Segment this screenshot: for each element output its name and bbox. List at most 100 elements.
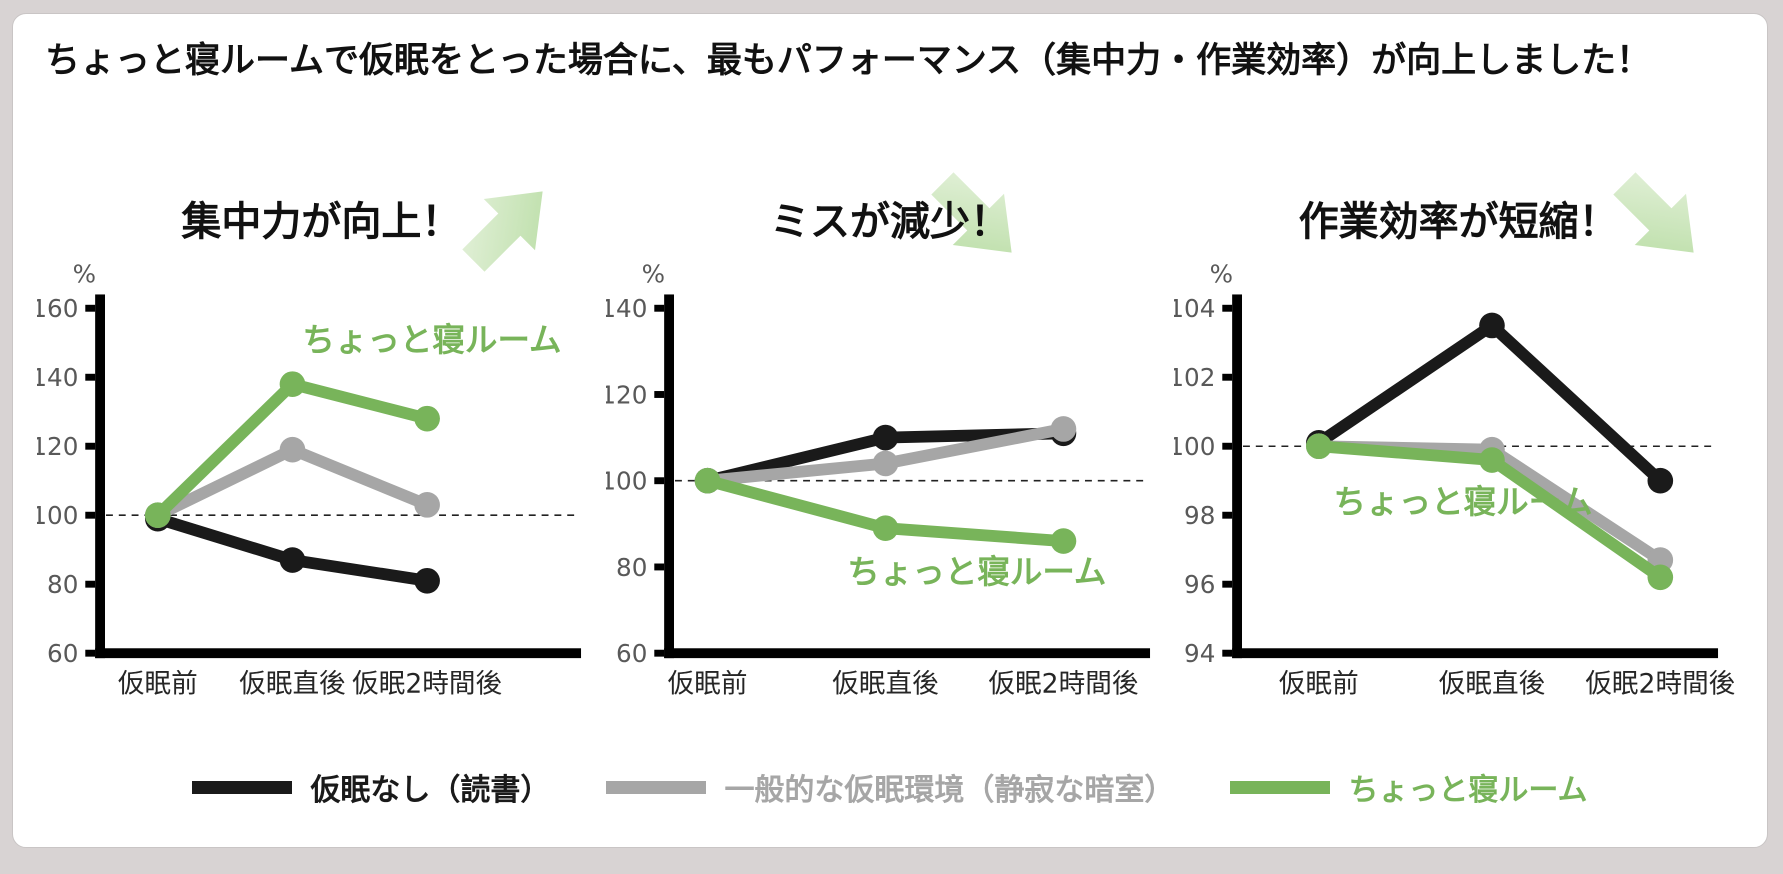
y-tick-label: 120 <box>606 380 647 409</box>
legend-swatch <box>606 780 707 794</box>
chart-title: ミスが減少！ <box>770 199 1010 245</box>
slide-card: ちょっと寝ルームで仮眠をとった場合に、最もパフォーマンス（集中力・作業効率）が向… <box>12 13 1768 848</box>
y-tick-label: 96 <box>1184 570 1215 599</box>
series-dot <box>144 502 171 529</box>
x-category-label: 仮眠2時間後 <box>1586 669 1736 700</box>
chart-header: ミスが減少！ <box>606 172 1175 257</box>
series-dot <box>414 567 440 594</box>
series-dot <box>694 467 721 494</box>
trend-arrow-icon <box>930 172 1012 253</box>
series-dot <box>279 547 306 573</box>
series-dot <box>872 450 898 477</box>
y-tick-label: 60 <box>47 639 78 668</box>
legend-label: 一般的な仮眠環境（静寂な暗室） <box>724 773 1175 809</box>
y-tick-label: 80 <box>47 570 78 599</box>
y-axis-tick <box>85 511 96 519</box>
y-tick-label: 100 <box>1174 432 1215 461</box>
series-dot <box>1479 447 1506 473</box>
x-category-label: 仮眠2時間後 <box>352 669 502 700</box>
y-tick-label: 60 <box>616 639 647 668</box>
y-axis-tick <box>1222 442 1233 450</box>
y-axis <box>663 294 674 659</box>
x-category-label: 仮眠前 <box>1279 669 1359 700</box>
legend: 仮眠なし（読書） 一般的な仮眠環境（静寂な暗室） ちょっと寝ルーム <box>37 765 1743 809</box>
legend-label: ちょっと寝ルーム <box>1348 773 1588 809</box>
y-axis-tick <box>653 649 664 657</box>
y-tick-label: 80 <box>616 553 647 582</box>
y-axis <box>95 294 106 659</box>
y-axis-tick <box>1222 511 1233 519</box>
series-dot <box>872 515 898 541</box>
trend-arrow-icon <box>462 191 543 272</box>
legend-swatch <box>192 780 293 794</box>
y-axis-tick <box>653 477 664 485</box>
y-tick-label: 98 <box>1184 501 1215 530</box>
y-axis-tick <box>85 304 96 312</box>
y-tick-label: 94 <box>1184 639 1215 668</box>
x-axis <box>663 648 1150 659</box>
y-axis-tick <box>85 580 96 588</box>
chart-title: 作業効率が短縮！ <box>1298 199 1619 245</box>
series-dot <box>872 424 898 451</box>
y-axis-tick <box>1222 304 1233 312</box>
x-category-label: 仮眠直後 <box>1439 669 1545 700</box>
y-tick-label: 102 <box>1174 363 1215 392</box>
x-axis <box>1232 648 1719 659</box>
y-axis-tick <box>653 563 664 571</box>
y-axis-tick <box>653 391 664 398</box>
y-tick-label: 120 <box>37 432 78 461</box>
unit-label: % <box>641 260 664 289</box>
legend-swatch <box>1230 780 1331 794</box>
chart-header: 作業効率が短縮！ <box>1174 172 1743 257</box>
y-axis-tick <box>85 373 96 381</box>
series-dot <box>1647 467 1674 494</box>
series-dot <box>279 371 306 397</box>
x-axis <box>95 648 582 659</box>
series-dot <box>414 405 440 432</box>
series-dot <box>414 492 440 518</box>
y-tick-label: 100 <box>37 501 78 530</box>
series-dot <box>1306 433 1332 460</box>
y-axis-tick <box>1222 373 1233 381</box>
unit-label: % <box>73 260 96 289</box>
series-dot <box>1050 528 1076 554</box>
chart-annotation: ちょっと寝ルーム <box>1334 483 1593 521</box>
page-title: ちょっと寝ルームで仮眠をとった場合に、最もパフォーマンス（集中力・作業効率）が向… <box>45 41 1652 81</box>
y-axis-tick <box>1222 649 1233 657</box>
x-category-label: 仮眠前 <box>667 669 747 700</box>
series-dot <box>1479 312 1506 339</box>
y-axis-tick <box>1222 580 1233 588</box>
legend-label: 仮眠なし（読書） <box>310 773 551 809</box>
x-category-label: 仮眠2時間後 <box>988 669 1138 700</box>
unit-label: % <box>1210 260 1233 289</box>
y-tick-label: 140 <box>37 363 78 392</box>
chart-annotation: ちょっと寝ルーム <box>302 321 561 359</box>
series-dot <box>1647 564 1674 591</box>
trend-arrow-icon <box>1613 172 1694 253</box>
chart-title: 集中力が向上！ <box>181 199 462 245</box>
y-tick-label: 104 <box>1174 294 1215 323</box>
chart-annotation: ちょっと寝ルーム <box>847 553 1106 591</box>
y-axis-tick <box>653 304 664 312</box>
chart-header: 集中力が向上！ <box>37 179 606 272</box>
series-dot <box>279 436 306 463</box>
legend-item-no-nap: 仮眠なし（読書） <box>192 765 550 809</box>
y-tick-label: 140 <box>606 294 647 323</box>
x-category-label: 仮眠前 <box>118 669 198 700</box>
x-category-label: 仮眠直後 <box>239 669 345 700</box>
y-tick-label: 100 <box>606 467 647 496</box>
legend-item-normal-nap: 一般的な仮眠環境（静寂な暗室） <box>606 765 1174 809</box>
y-axis <box>1232 294 1243 659</box>
x-category-label: 仮眠直後 <box>832 669 938 700</box>
y-axis-tick <box>85 442 96 450</box>
y-tick-label: 160 <box>37 294 78 323</box>
